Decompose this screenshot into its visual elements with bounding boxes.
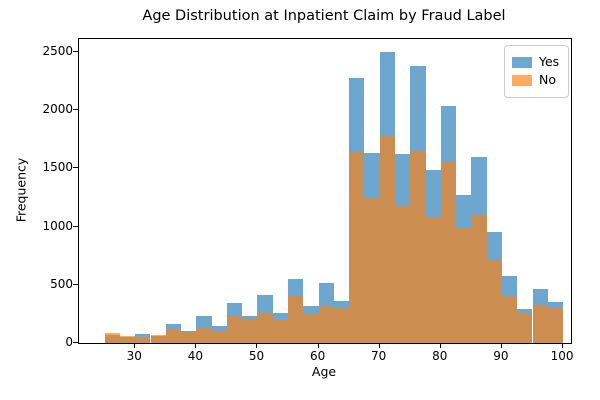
histogram-bar-no: [501, 296, 518, 343]
histogram-bar-no: [272, 320, 288, 343]
legend-label-yes: Yes: [539, 54, 560, 69]
x-tick-mark: [500, 343, 502, 348]
histogram-bar-no: [226, 316, 243, 343]
x-tick-label: 80: [432, 349, 448, 363]
y-tick-mark: [73, 225, 78, 227]
x-tick-mark: [562, 343, 564, 348]
x-tick-mark: [134, 343, 136, 348]
histogram-bar-no: [471, 214, 487, 343]
histogram-bar-no: [349, 152, 365, 343]
histogram-bar-no: [104, 333, 120, 343]
histogram-bar-no: [165, 329, 182, 343]
histogram-bar-no: [379, 135, 395, 343]
y-tick-mark: [73, 109, 78, 111]
y-tick-mark: [73, 51, 78, 53]
legend-swatch-yes-icon: [512, 56, 532, 68]
histogram-bar-no: [456, 227, 472, 343]
y-tick-mark: [73, 283, 78, 285]
x-tick-label: 60: [309, 349, 326, 363]
plot-area: [78, 38, 572, 344]
x-axis-label: Age: [311, 364, 337, 379]
histogram-bar-no: [517, 312, 533, 343]
histogram-bar-no: [135, 337, 151, 343]
histogram-bar-no: [532, 304, 548, 343]
y-tick-label: 1500: [42, 160, 73, 175]
legend: Yes No: [504, 45, 570, 98]
histogram-bar-no: [440, 162, 457, 343]
x-tick-label: 90: [493, 349, 509, 363]
histogram-bar-no: [410, 150, 426, 343]
histogram-bar-no: [318, 305, 334, 343]
x-tick-label: 30: [126, 349, 142, 363]
y-tick-label: 0: [65, 335, 73, 349]
histogram-bar-no: [486, 260, 502, 343]
histogram-bar-no: [394, 205, 411, 343]
histogram-bar-no: [303, 313, 319, 343]
histogram-bar-no: [547, 308, 564, 343]
legend-item-yes: Yes: [512, 54, 559, 70]
histogram-bar-no: [242, 319, 258, 343]
histogram-bar-no: [150, 334, 166, 343]
y-tick-label: 500: [50, 276, 73, 291]
histogram-bar-no: [196, 327, 212, 343]
histogram-bar-no: [333, 308, 350, 343]
histogram-bar-no: [211, 330, 227, 343]
y-tick-label: 1000: [42, 218, 73, 233]
x-tick-label: 50: [248, 349, 265, 363]
y-tick-mark: [73, 167, 78, 169]
histogram-bar-no: [119, 335, 136, 343]
y-axis-label: Frequency: [13, 157, 29, 223]
x-tick-mark: [256, 343, 258, 348]
histogram-bar-no: [364, 197, 380, 343]
histogram-bar-no: [288, 296, 304, 343]
legend-swatch-no-icon: [512, 74, 532, 86]
histogram-bar-no: [425, 217, 441, 343]
histogram-bar-no: [257, 313, 273, 343]
x-tick-label: 40: [187, 349, 203, 363]
x-tick-label: 70: [371, 349, 387, 363]
y-tick-label: 2000: [42, 102, 73, 117]
legend-item-no: No: [512, 72, 559, 88]
x-tick-mark: [439, 343, 441, 348]
x-tick-label: 100: [550, 349, 574, 363]
x-tick-mark: [317, 343, 319, 348]
y-tick-label: 2500: [42, 44, 73, 59]
x-tick-mark: [378, 343, 380, 348]
histogram-bars: [79, 39, 571, 343]
histogram-bar-no: [181, 331, 197, 343]
chart-title: Age Distribution at Inpatient Claim by F…: [142, 8, 506, 24]
x-tick-mark: [195, 343, 197, 348]
y-tick-mark: [73, 342, 78, 343]
legend-label-no: No: [539, 72, 556, 88]
